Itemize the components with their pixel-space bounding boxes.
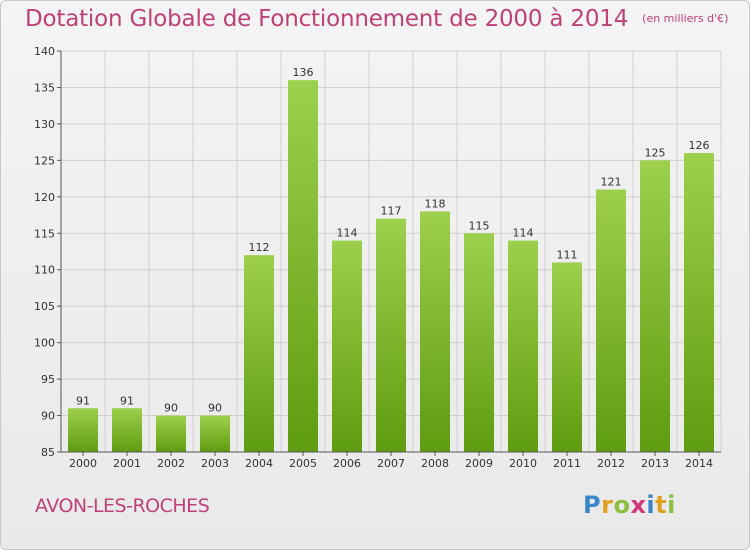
y-tick-label: 125 xyxy=(34,154,55,167)
y-tick-label: 110 xyxy=(34,264,55,277)
y-tick-label: 85 xyxy=(41,446,55,459)
x-tick-label: 2014 xyxy=(685,457,713,470)
bars xyxy=(68,80,714,452)
bar xyxy=(244,255,274,452)
data-label: 90 xyxy=(164,402,178,415)
x-tick-label: 2007 xyxy=(377,457,405,470)
x-tick-label: 2011 xyxy=(553,457,581,470)
x-tick-label: 2002 xyxy=(157,457,185,470)
data-label: 115 xyxy=(469,219,490,232)
data-label: 90 xyxy=(208,402,222,415)
bar xyxy=(288,80,318,452)
logo-letter: x xyxy=(630,491,647,519)
data-label: 136 xyxy=(293,66,314,79)
bar xyxy=(552,262,582,452)
axes xyxy=(57,50,721,456)
bar xyxy=(156,415,186,452)
bar xyxy=(420,211,450,452)
logo-letter: r xyxy=(601,491,614,519)
data-label: 125 xyxy=(645,146,666,159)
chart-unit-note: (en milliers d'€) xyxy=(642,12,729,25)
logo-letter: P xyxy=(583,491,602,519)
bar xyxy=(68,408,98,452)
data-label: 118 xyxy=(425,197,446,210)
y-tick-label: 90 xyxy=(41,410,55,423)
x-tick-label: 2012 xyxy=(597,457,625,470)
data-label: 114 xyxy=(337,227,358,240)
y-tick-label: 100 xyxy=(34,337,55,350)
x-tick-label: 2001 xyxy=(113,457,141,470)
x-tick-label: 2003 xyxy=(201,457,229,470)
logo-letter: i xyxy=(646,491,656,519)
bar xyxy=(112,408,142,452)
x-tick-label: 2006 xyxy=(333,457,361,470)
x-tick-label: 2000 xyxy=(69,457,97,470)
bar xyxy=(464,233,494,452)
bar xyxy=(640,160,670,452)
bar xyxy=(508,240,538,452)
logo-letter: i xyxy=(667,491,676,519)
y-tick-label: 130 xyxy=(34,118,55,131)
bar xyxy=(332,240,362,452)
bar xyxy=(376,218,406,452)
data-label: 111 xyxy=(557,248,578,261)
data-label: 121 xyxy=(601,176,622,189)
y-tick-label: 140 xyxy=(34,45,55,58)
x-tick-label: 2004 xyxy=(245,457,273,470)
data-label: 117 xyxy=(381,205,402,218)
data-label: 112 xyxy=(249,241,270,254)
y-tick-label: 115 xyxy=(34,227,55,240)
data-label: 126 xyxy=(689,139,710,152)
bar xyxy=(596,189,626,452)
x-tick-label: 2013 xyxy=(641,457,669,470)
data-label: 91 xyxy=(120,394,134,407)
y-tick-label: 135 xyxy=(34,81,55,94)
y-tick-label: 105 xyxy=(34,300,55,313)
place-name: AVON-LES-ROCHES xyxy=(35,495,210,517)
proxiti-logo: Proxiti xyxy=(583,491,676,519)
chart-title-block: Dotation Globale de Fonctionnement de 20… xyxy=(25,6,728,32)
labels: 85 90 95 100 105 110 115 120 125 130 135 140 91 2000 9… xyxy=(34,45,713,470)
x-tick-label: 2005 xyxy=(289,457,317,470)
logo-letter: t xyxy=(655,491,668,519)
x-tick-label: 2010 xyxy=(509,457,537,470)
logo-letter: o xyxy=(613,491,631,519)
data-label: 114 xyxy=(513,227,534,240)
chart-title: Dotation Globale de Fonctionnement de 20… xyxy=(25,6,629,32)
y-tick-label: 95 xyxy=(41,373,55,386)
data-label: 91 xyxy=(76,394,90,407)
bar xyxy=(200,415,230,452)
x-tick-label: 2008 xyxy=(421,457,449,470)
y-tick-label: 120 xyxy=(34,191,55,204)
bar xyxy=(684,153,714,452)
x-tick-label: 2009 xyxy=(465,457,493,470)
